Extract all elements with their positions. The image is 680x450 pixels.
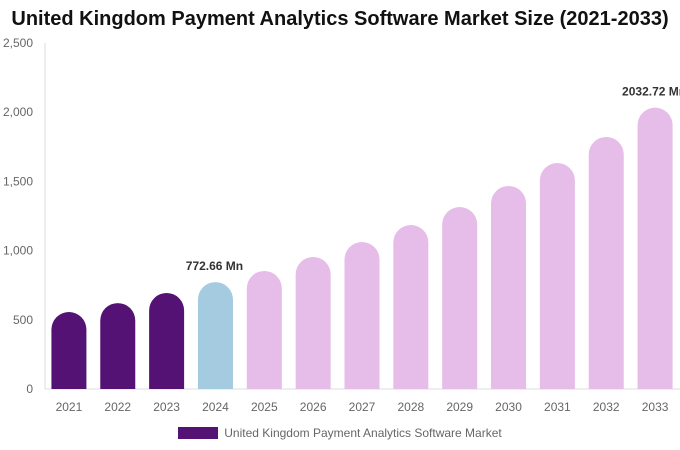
bar-2029 <box>442 207 478 389</box>
x-tick-label: 2024 <box>202 400 229 414</box>
x-tick-label: 2022 <box>104 400 131 414</box>
legend-label: United Kingdom Payment Analytics Softwar… <box>224 426 502 440</box>
x-tick-label: 2025 <box>251 400 278 414</box>
x-tick-label: 2021 <box>56 400 83 414</box>
x-tick-label: 2023 <box>153 400 180 414</box>
x-tick-label: 2032 <box>593 400 620 414</box>
bar-2025 <box>246 270 282 389</box>
x-tick-label: 2028 <box>397 400 424 414</box>
legend: United Kingdom Payment Analytics Softwar… <box>0 426 680 440</box>
bar-2024 <box>197 282 233 389</box>
y-tick-label: 0 <box>26 382 33 396</box>
y-tick-label: 500 <box>13 313 33 327</box>
bar-chart: 0 500 1,000 1,500 2,000 2,500 2021 2022 2023 2024… <box>3 36 680 414</box>
x-tick-label: 2027 <box>349 400 376 414</box>
bar-2026 <box>295 256 331 389</box>
x-tick-label: 2033 <box>642 400 669 414</box>
x-tick-label: 2030 <box>495 400 522 414</box>
bar-2031 <box>539 162 575 389</box>
bar-2021 <box>51 312 87 389</box>
x-tick-label: 2031 <box>544 400 571 414</box>
bar-2030 <box>491 185 527 389</box>
bar-2032 <box>588 136 624 389</box>
x-tick-label: 2026 <box>300 400 327 414</box>
y-tick-label: 1,500 <box>3 174 33 188</box>
y-tick-label: 2,500 <box>3 36 33 50</box>
bar-2022 <box>100 303 136 389</box>
bar-2027 <box>344 242 380 389</box>
legend-swatch <box>178 427 219 439</box>
data-label: 772.66 Mn <box>186 259 243 273</box>
bar-2033 <box>637 107 673 389</box>
x-tick-label: 2029 <box>446 400 473 414</box>
y-tick-label: 2,000 <box>3 105 33 119</box>
y-tick-label: 1,000 <box>3 244 33 258</box>
chart-title: United Kingdom Payment Analytics Softwar… <box>11 8 669 30</box>
bar-2028 <box>393 224 429 389</box>
bar-2023 <box>149 292 185 389</box>
data-label: 2032.72 Mn <box>622 85 680 99</box>
